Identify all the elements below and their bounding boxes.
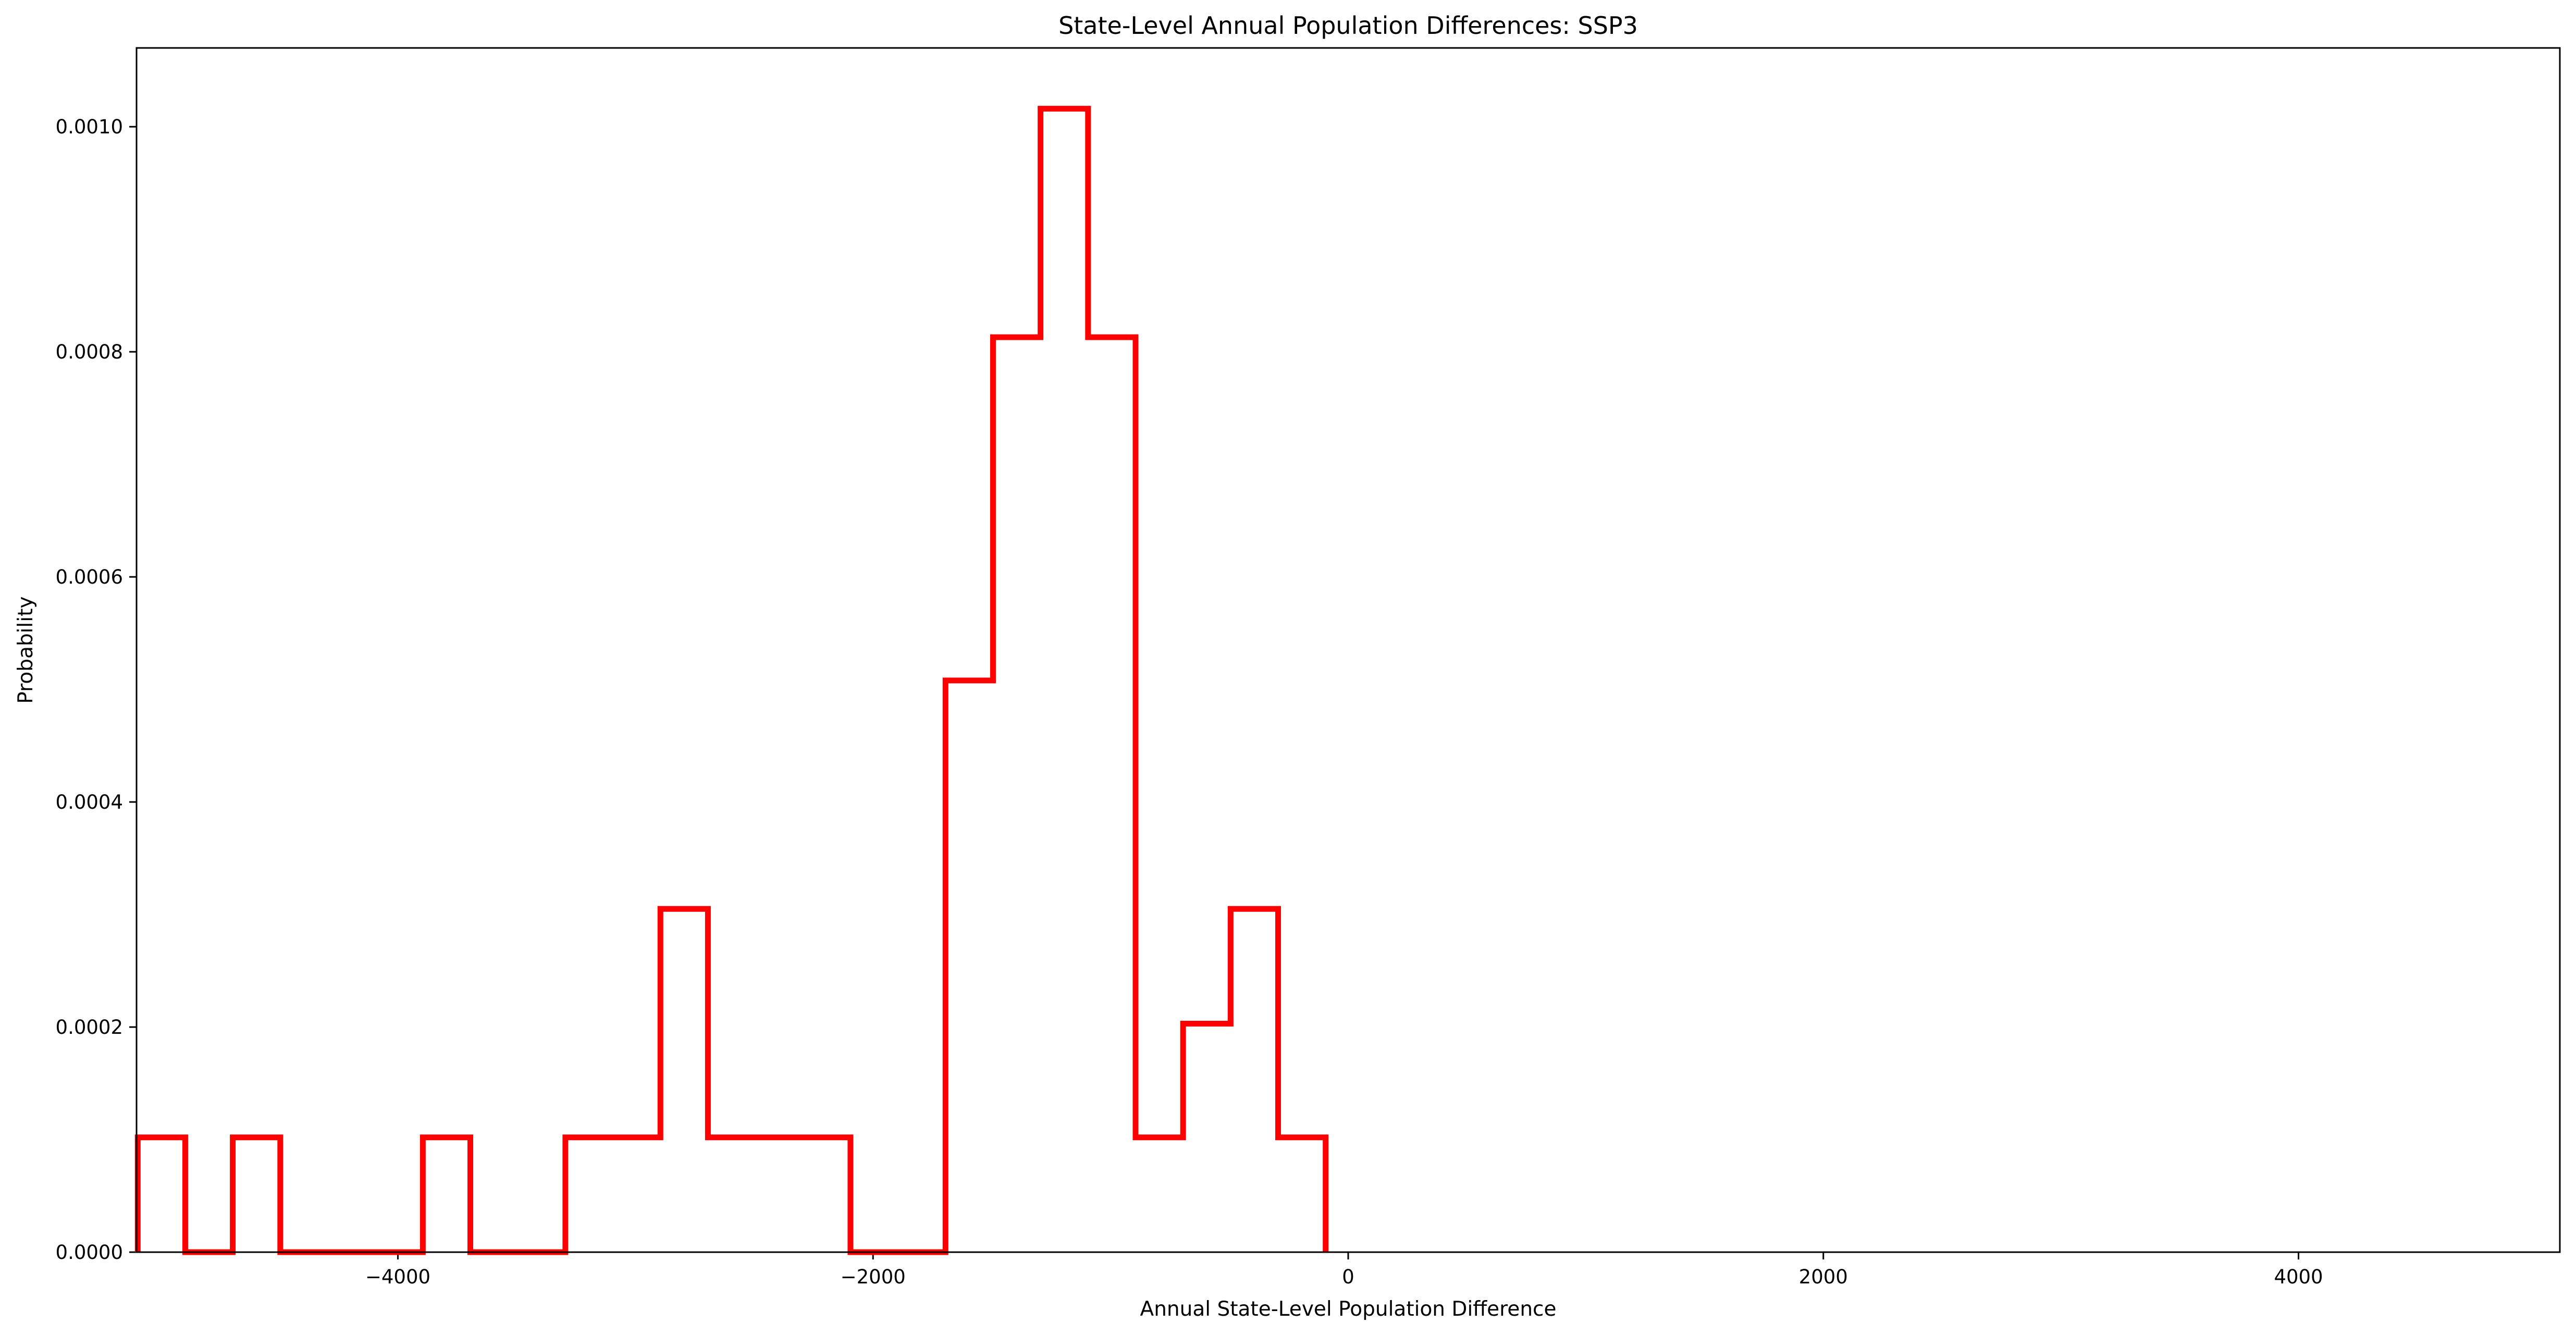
x-tick-label: 0 xyxy=(1342,1266,1354,1288)
y-tick-label: 0.0000 xyxy=(56,1241,123,1264)
plot-area-frame xyxy=(135,47,2561,1253)
x-axis-ticks: −4000 −2000 0 2000 4000 xyxy=(365,1252,2323,1288)
x-axis-label: Annual State-Level Population Difference xyxy=(1140,1297,1557,1321)
x-tick-label: −2000 xyxy=(841,1266,906,1288)
y-tick-label: 0.0006 xyxy=(56,566,123,588)
chart-title: State-Level Annual Population Difference… xyxy=(1058,11,1638,40)
x-tick-label: 2000 xyxy=(1799,1266,1848,1288)
x-tick-label: 4000 xyxy=(2274,1266,2323,1288)
y-axis-ticks: 0.0000 0.0002 0.0004 0.0006 0.0008 0.0010 xyxy=(56,116,137,1264)
x-tick-label: −4000 xyxy=(365,1266,430,1288)
histogram-step-line xyxy=(134,106,1329,1255)
y-tick-label: 0.0008 xyxy=(56,341,123,363)
y-axis-label: Probability xyxy=(14,596,38,703)
y-tick-label: 0.0010 xyxy=(56,116,123,138)
y-tick-label: 0.0002 xyxy=(56,1016,123,1039)
y-tick-label: 0.0004 xyxy=(56,791,123,813)
